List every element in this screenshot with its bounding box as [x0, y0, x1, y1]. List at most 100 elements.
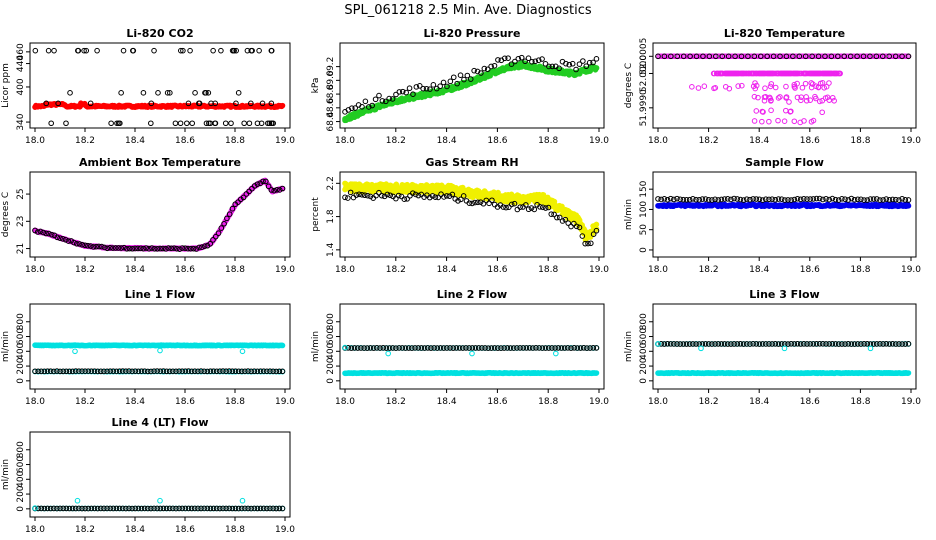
data-point — [873, 53, 880, 60]
plot-frame — [652, 303, 917, 390]
x-tick-label: 18.6 — [175, 265, 195, 275]
x-tick-label: 18.4 — [437, 397, 457, 407]
data-point — [44, 505, 51, 512]
data-point — [50, 368, 57, 375]
data-point — [263, 178, 269, 185]
data-point — [747, 196, 753, 203]
data-point — [561, 345, 568, 351]
data-point — [110, 505, 117, 512]
data-point — [464, 72, 471, 79]
data-point — [163, 505, 170, 512]
data-point — [166, 505, 173, 512]
data-point — [768, 81, 775, 87]
data-point — [721, 341, 728, 347]
data-point — [123, 368, 129, 374]
x-tick-label: 18.4 — [125, 525, 145, 535]
data-point — [788, 340, 794, 347]
data-point — [747, 341, 753, 347]
data-point — [889, 196, 896, 203]
data-point — [345, 345, 351, 351]
y-axis-label: ml/min — [1, 459, 11, 490]
data-point — [48, 231, 55, 238]
data-point — [787, 109, 794, 115]
data-point — [750, 341, 756, 347]
panel-title: Sample Flow — [745, 156, 824, 169]
data-point — [60, 368, 66, 375]
data-point — [406, 85, 413, 92]
data-point — [705, 341, 712, 347]
plot-frame — [29, 431, 291, 518]
data-point — [883, 196, 890, 202]
data-point — [268, 47, 275, 54]
data-point — [458, 196, 464, 203]
data-point — [348, 345, 355, 351]
data-point — [55, 100, 61, 107]
x-tick-label: 18.0 — [335, 397, 355, 407]
data-point — [781, 118, 788, 124]
data-point — [233, 100, 239, 107]
data-point — [858, 196, 864, 203]
data-point — [450, 345, 457, 351]
panel-line1: Line 1 Flow 18.0 18.2 18.4 18.6 18.8 19.0 0 2004… — [1, 288, 295, 407]
data-point — [734, 341, 741, 347]
data-point — [854, 196, 861, 203]
data-point — [822, 53, 828, 60]
data-point — [423, 85, 430, 92]
data-point — [753, 341, 760, 347]
data-point — [873, 196, 880, 202]
data-point — [72, 348, 78, 355]
data-point — [479, 345, 485, 351]
data-point — [731, 341, 737, 347]
data-point — [254, 181, 261, 187]
data-point — [69, 368, 76, 375]
data-point — [148, 245, 155, 251]
data-point — [32, 368, 38, 375]
data-point — [192, 90, 198, 96]
data-point — [810, 196, 817, 202]
data-point — [702, 196, 709, 202]
y-tick-label: 52.0005 — [639, 38, 649, 75]
x-tick-label: 18.4 — [749, 265, 769, 275]
data-point — [892, 341, 899, 347]
data-point — [864, 341, 871, 347]
data-point — [207, 505, 214, 512]
data-point — [593, 65, 600, 71]
data-point — [94, 505, 101, 512]
data-point — [85, 242, 91, 249]
data-point — [801, 196, 807, 202]
data-point — [886, 53, 893, 60]
data-point — [523, 202, 529, 208]
data-point — [832, 196, 839, 203]
data-point — [129, 245, 136, 252]
data-point — [775, 95, 782, 101]
x-tick-label: 18.4 — [437, 136, 457, 146]
data-point — [819, 97, 826, 104]
data-point — [396, 345, 402, 351]
data-point — [829, 195, 836, 202]
data-point — [456, 345, 463, 351]
data-point — [698, 345, 704, 352]
y-tick-label: 400 — [16, 78, 26, 95]
data-point — [378, 192, 385, 199]
data-point — [91, 505, 98, 512]
data-point — [260, 505, 267, 512]
data-point — [762, 196, 769, 202]
data-point — [210, 237, 216, 243]
data-point — [772, 196, 779, 203]
y-tick-label: 1.8 — [326, 209, 336, 224]
data-point — [359, 191, 365, 198]
plot-area — [655, 340, 912, 377]
data-point — [667, 195, 674, 202]
x-tick-label: 19.0 — [275, 397, 295, 407]
data-point — [802, 80, 809, 87]
data-point — [157, 497, 163, 504]
data-point — [486, 200, 492, 207]
data-point — [189, 120, 196, 127]
data-point — [839, 196, 845, 202]
data-point — [119, 505, 126, 512]
data-point — [63, 368, 70, 375]
data-point — [667, 341, 674, 347]
data-point — [475, 345, 482, 351]
data-point — [342, 194, 348, 201]
